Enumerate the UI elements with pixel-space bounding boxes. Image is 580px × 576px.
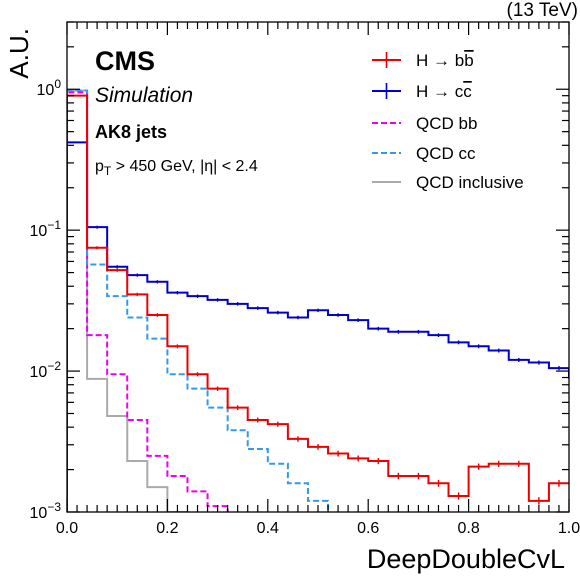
- cuts-label-sub: T: [104, 164, 112, 178]
- cuts-label-p: p: [95, 158, 104, 175]
- series-qcd-inclusive: [67, 89, 189, 512]
- legend-label: QCD inclusive: [416, 173, 524, 192]
- legend-label: H → bb: [416, 51, 474, 70]
- legend-label: QCD cc: [416, 144, 476, 163]
- y-tick-label: 100: [37, 77, 62, 99]
- x-tick-label: 1.0: [558, 520, 580, 537]
- legend-entry: QCD cc: [372, 144, 476, 163]
- x-tick-label: 0.6: [357, 520, 379, 537]
- series-qcd-bb: [67, 91, 229, 512]
- legend-entry: H → bb: [372, 51, 474, 70]
- x-axis-title: DeepDoubleCvL: [367, 544, 565, 574]
- series-line: [67, 89, 330, 512]
- cms-label: CMS: [95, 46, 155, 76]
- x-tick-label: 0.4: [257, 520, 279, 537]
- x-tick-label: 0.2: [156, 520, 178, 537]
- series-line: [67, 89, 189, 512]
- y-tick-label: 10−3: [30, 500, 62, 522]
- legend: H → bb H → cc QCD bb QCD cc QCD inclusive: [372, 51, 524, 192]
- y-tick-label: 10−2: [30, 359, 62, 381]
- legend-entry: H → cc: [372, 82, 472, 101]
- x-tick-label: 0.8: [457, 520, 479, 537]
- y-tick-label: 10−1: [30, 218, 62, 240]
- y-axis-title: A.U.: [4, 28, 34, 79]
- axis-ticks: 0.00.20.40.60.81.010−310−210−1100101: [30, 21, 580, 537]
- jets-label: AK8 jets: [95, 122, 167, 142]
- x-tick-label: 0.0: [56, 520, 78, 537]
- legend-label: QCD bb: [416, 114, 477, 133]
- legend-entry: QCD inclusive: [372, 173, 524, 192]
- series-line: [67, 91, 229, 512]
- legend-label: H → cc: [416, 82, 472, 101]
- series-h-bb-: [67, 94, 569, 512]
- simulation-label: Simulation: [95, 84, 193, 107]
- series-h-cc-: [67, 141, 569, 512]
- energy-label: (13 TeV): [507, 0, 578, 21]
- series-qcd-cc: [67, 89, 330, 512]
- legend-entry: QCD bb: [372, 114, 477, 133]
- series-layer: [67, 89, 569, 512]
- cuts-label: pT > 450 GeV, |η| < 2.4: [95, 158, 258, 178]
- cuts-label-rest: > 450 GeV, |η| < 2.4: [111, 158, 258, 175]
- series-line: [67, 141, 569, 512]
